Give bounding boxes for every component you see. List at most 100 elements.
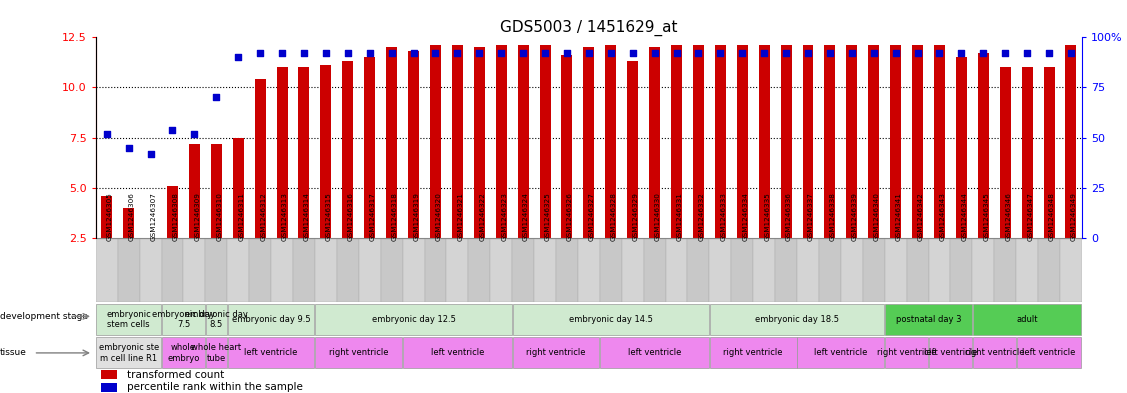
Bar bbox=[556, 239, 578, 302]
Bar bbox=[973, 304, 1082, 335]
Bar bbox=[320, 65, 331, 238]
Bar bbox=[841, 239, 863, 302]
Text: whole heart
tube: whole heart tube bbox=[192, 343, 241, 363]
Text: GSM1246310: GSM1246310 bbox=[216, 192, 222, 241]
Text: postnatal day 3: postnatal day 3 bbox=[896, 315, 961, 324]
Text: GSM1246306: GSM1246306 bbox=[128, 192, 134, 241]
Point bbox=[558, 50, 576, 57]
Text: GSM1246334: GSM1246334 bbox=[743, 192, 748, 241]
Bar bbox=[517, 45, 529, 238]
Bar bbox=[868, 45, 879, 238]
Text: left ventricle: left ventricle bbox=[924, 349, 977, 357]
Text: GSM1246315: GSM1246315 bbox=[326, 192, 331, 241]
Bar bbox=[381, 239, 402, 302]
Bar bbox=[228, 338, 314, 368]
Point bbox=[163, 127, 181, 133]
Bar bbox=[249, 239, 272, 302]
Bar bbox=[693, 45, 704, 238]
Text: GSM1246344: GSM1246344 bbox=[961, 192, 967, 241]
Bar bbox=[929, 239, 950, 302]
Bar bbox=[167, 185, 178, 238]
Bar bbox=[255, 79, 266, 238]
Text: GSM1246327: GSM1246327 bbox=[589, 192, 595, 241]
Point bbox=[119, 144, 137, 151]
Bar bbox=[797, 239, 819, 302]
Bar bbox=[890, 45, 902, 238]
Text: right ventricle: right ventricle bbox=[329, 349, 389, 357]
Bar bbox=[973, 239, 994, 302]
Bar bbox=[1022, 67, 1032, 238]
Bar bbox=[431, 45, 441, 238]
Text: GSM1246316: GSM1246316 bbox=[348, 192, 354, 241]
Point bbox=[646, 50, 664, 57]
Point bbox=[186, 130, 204, 137]
Point bbox=[602, 50, 620, 57]
Point bbox=[690, 50, 708, 57]
Point bbox=[931, 50, 949, 57]
Bar bbox=[162, 338, 205, 368]
Point bbox=[843, 50, 861, 57]
Bar bbox=[863, 239, 885, 302]
Point bbox=[229, 54, 247, 61]
Point bbox=[514, 50, 532, 57]
Bar bbox=[425, 239, 446, 302]
Bar bbox=[798, 338, 885, 368]
Text: GSM1246338: GSM1246338 bbox=[829, 192, 836, 241]
Bar bbox=[534, 239, 556, 302]
Bar bbox=[403, 338, 512, 368]
Bar bbox=[162, 304, 205, 335]
Bar bbox=[205, 239, 228, 302]
Bar bbox=[228, 239, 249, 302]
Text: GSM1246337: GSM1246337 bbox=[808, 192, 814, 241]
Bar bbox=[299, 67, 310, 238]
Point bbox=[820, 50, 838, 57]
Text: GSM1246305: GSM1246305 bbox=[107, 192, 113, 241]
Text: right ventricle: right ventricle bbox=[724, 349, 783, 357]
Text: GSM1246335: GSM1246335 bbox=[764, 192, 770, 241]
Bar bbox=[825, 45, 835, 238]
Point bbox=[778, 50, 796, 57]
Bar bbox=[906, 239, 929, 302]
Bar bbox=[96, 338, 161, 368]
Bar bbox=[496, 45, 507, 238]
Text: embryonic day 12.5: embryonic day 12.5 bbox=[372, 315, 455, 324]
Title: GDS5003 / 1451629_at: GDS5003 / 1451629_at bbox=[500, 20, 677, 36]
Bar bbox=[649, 47, 660, 238]
Text: GSM1246322: GSM1246322 bbox=[479, 192, 486, 241]
Text: GSM1246328: GSM1246328 bbox=[611, 192, 616, 241]
Bar bbox=[710, 304, 885, 335]
Bar bbox=[578, 239, 600, 302]
Bar bbox=[622, 239, 644, 302]
Text: GSM1246346: GSM1246346 bbox=[1005, 192, 1011, 241]
Bar bbox=[561, 55, 573, 238]
Bar bbox=[184, 239, 205, 302]
Text: GSM1246308: GSM1246308 bbox=[172, 192, 178, 241]
Text: embryonic day
8.5: embryonic day 8.5 bbox=[185, 310, 248, 329]
Bar bbox=[819, 239, 841, 302]
Point bbox=[405, 50, 423, 57]
Bar bbox=[934, 45, 944, 238]
Point bbox=[1018, 50, 1036, 57]
Text: adult: adult bbox=[1017, 315, 1038, 324]
Bar bbox=[452, 45, 463, 238]
Bar bbox=[994, 239, 1017, 302]
Bar bbox=[316, 338, 402, 368]
Point bbox=[251, 50, 269, 57]
Point bbox=[98, 130, 116, 137]
Point bbox=[734, 50, 752, 57]
Point bbox=[975, 50, 993, 57]
Point bbox=[799, 50, 817, 57]
Text: embryonic day 14.5: embryonic day 14.5 bbox=[569, 315, 653, 324]
Text: right ventricle: right ventricle bbox=[965, 349, 1024, 357]
Bar bbox=[473, 47, 485, 238]
Text: embryonic day
7.5: embryonic day 7.5 bbox=[152, 310, 215, 329]
Bar bbox=[1000, 67, 1011, 238]
Bar bbox=[885, 239, 906, 302]
Text: tissue: tissue bbox=[0, 349, 27, 357]
Text: left ventricle: left ventricle bbox=[814, 349, 868, 357]
Point bbox=[273, 50, 291, 57]
Bar bbox=[1065, 45, 1076, 238]
Bar bbox=[123, 208, 134, 238]
Text: GSM1246332: GSM1246332 bbox=[699, 192, 704, 241]
Bar bbox=[513, 304, 709, 335]
